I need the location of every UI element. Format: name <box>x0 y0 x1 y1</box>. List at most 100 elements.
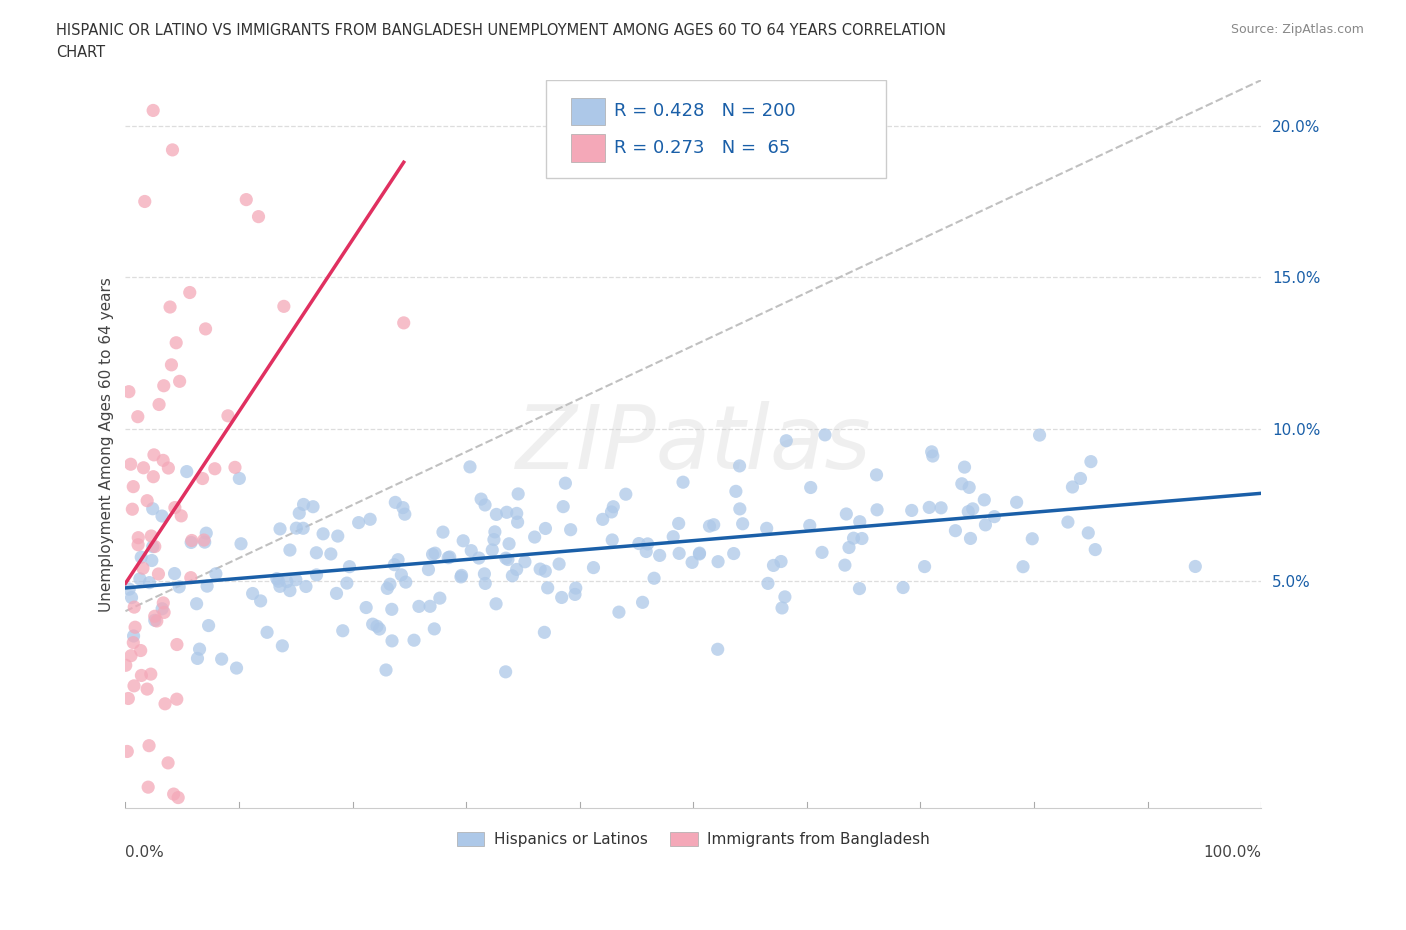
Point <box>600 533 623 548</box>
Point <box>194 535 217 550</box>
Point <box>506 506 529 521</box>
Point <box>368 621 391 636</box>
Point <box>523 529 546 544</box>
Point <box>508 486 530 501</box>
Point <box>132 561 155 576</box>
Point <box>689 546 711 561</box>
Point <box>176 464 198 479</box>
Point <box>273 299 295 313</box>
Point <box>451 533 474 548</box>
Point <box>891 580 914 595</box>
Point <box>197 618 219 633</box>
Point <box>271 638 294 653</box>
Point <box>474 498 496 512</box>
Point <box>205 566 228 581</box>
Point <box>167 790 190 805</box>
Point <box>945 524 967 538</box>
Point <box>1005 495 1028 510</box>
Point <box>229 537 252 551</box>
Point <box>142 103 165 118</box>
Point <box>636 544 658 559</box>
Point <box>122 600 145 615</box>
Point <box>474 576 496 591</box>
Point <box>195 525 218 540</box>
Point <box>1069 471 1091 485</box>
Point <box>800 480 823 495</box>
Point <box>193 533 215 548</box>
Point <box>533 625 555 640</box>
Point <box>284 572 307 587</box>
Point <box>127 530 149 545</box>
Point <box>627 536 650 551</box>
Point <box>495 551 517 565</box>
Point <box>122 635 145 650</box>
Point <box>150 509 173 524</box>
Point <box>643 571 665 586</box>
Point <box>312 526 335 541</box>
Point <box>180 533 202 548</box>
Point <box>866 502 889 517</box>
Point <box>235 193 257 207</box>
Point <box>163 500 186 515</box>
Point <box>770 601 793 616</box>
Point <box>728 458 751 473</box>
Point <box>1184 559 1206 574</box>
Point <box>755 521 778 536</box>
Point <box>974 517 997 532</box>
Point <box>600 504 623 519</box>
Point <box>381 633 404 648</box>
Point <box>127 409 149 424</box>
Point <box>402 632 425 647</box>
Point <box>529 562 551 577</box>
Point <box>375 581 398 596</box>
Point <box>724 484 747 498</box>
Point <box>339 559 361 574</box>
Point <box>775 433 797 448</box>
Point <box>292 497 315 512</box>
Point <box>834 558 856 573</box>
Point <box>921 448 943 463</box>
Point <box>672 474 695 489</box>
Point <box>848 514 870 529</box>
Point <box>305 545 328 560</box>
Point <box>122 479 145 494</box>
Point <box>423 621 446 636</box>
Point <box>278 583 301 598</box>
Point <box>392 315 415 330</box>
Text: CHART: CHART <box>56 45 105 60</box>
Point <box>143 613 166 628</box>
Point <box>169 374 191 389</box>
Point <box>180 535 202 550</box>
Point <box>278 542 301 557</box>
Point <box>136 779 159 794</box>
Point <box>159 299 181 314</box>
Point <box>162 142 184 157</box>
Point <box>950 476 973 491</box>
Point <box>865 468 887 483</box>
Point <box>703 517 725 532</box>
Point <box>432 525 454 539</box>
Point <box>124 619 146 634</box>
Point <box>973 493 995 508</box>
Point <box>959 531 981 546</box>
Text: HISPANIC OR LATINO VS IMMIGRANTS FROM BANGLADESH UNEMPLOYMENT AMONG AGES 60 TO 6: HISPANIC OR LATINO VS IMMIGRANTS FROM BA… <box>56 23 946 38</box>
Point <box>118 581 141 596</box>
Point <box>269 579 291 594</box>
Point <box>153 605 176 620</box>
Point <box>276 574 298 589</box>
Point <box>554 476 576 491</box>
Point <box>153 697 176 711</box>
Point <box>756 576 779 591</box>
Point <box>495 664 517 679</box>
Point <box>914 559 936 574</box>
Point <box>163 566 186 581</box>
Point <box>122 629 145 644</box>
Point <box>163 787 186 802</box>
Point <box>165 336 187 351</box>
Point <box>375 662 398 677</box>
Point <box>129 550 152 565</box>
Point <box>1028 428 1050 443</box>
Point <box>773 590 796 604</box>
Point <box>548 556 571 571</box>
Text: 100.0%: 100.0% <box>1204 844 1261 860</box>
